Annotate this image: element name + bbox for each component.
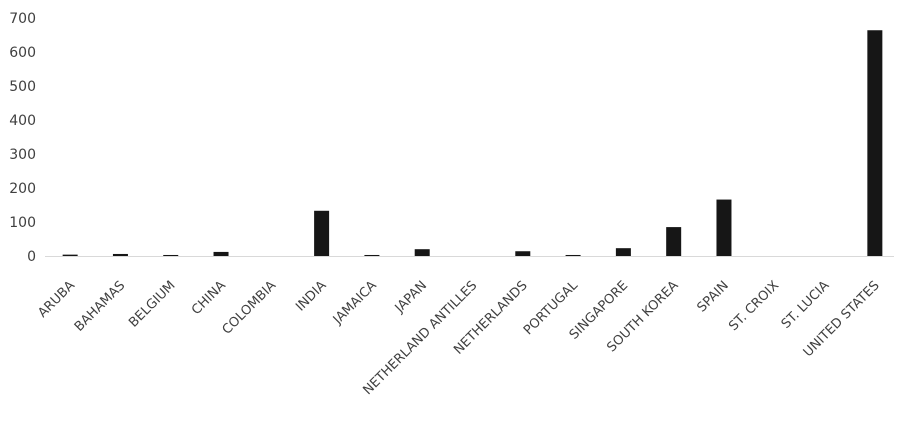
bar xyxy=(364,254,380,256)
x-tick-label: BELGIUM xyxy=(126,278,178,330)
bar xyxy=(515,251,531,256)
x-tick-label: JAPAN xyxy=(392,278,430,316)
bar xyxy=(163,254,179,256)
bar xyxy=(213,251,229,256)
y-tick-label: 500 xyxy=(9,79,36,95)
bar xyxy=(314,210,330,256)
x-tick-label: ARUBA xyxy=(35,278,78,321)
x-tick-label: CHINA xyxy=(189,278,229,318)
y-tick-label: 700 xyxy=(9,11,36,27)
x-tick-label: ST. CROIX xyxy=(726,278,782,334)
bar xyxy=(716,199,732,256)
y-tick-label: 100 xyxy=(9,215,36,231)
x-tick-label: BAHAMAS xyxy=(72,278,128,334)
bar xyxy=(615,248,631,256)
y-axis: 0 100 200 300 400 500 600 700 xyxy=(9,11,36,265)
y-tick-label: 0 xyxy=(27,249,36,265)
x-tick-label: COLOMBIA xyxy=(220,278,280,338)
bar xyxy=(112,253,128,256)
bar xyxy=(565,254,581,256)
x-tick-label: ST. LUCIA xyxy=(779,278,833,332)
bar xyxy=(666,227,682,256)
y-tick-label: 600 xyxy=(9,45,36,61)
x-tick-label: INDIA xyxy=(293,278,329,314)
y-tick-label: 200 xyxy=(9,181,36,197)
x-tick-label: JAMAICA xyxy=(330,278,380,328)
y-tick-label: 300 xyxy=(9,147,36,163)
x-tick-label: SPAIN xyxy=(695,278,732,315)
y-tick-label: 400 xyxy=(9,113,36,129)
bar xyxy=(62,254,78,256)
bar xyxy=(867,30,883,256)
bar xyxy=(414,249,430,256)
bar-series xyxy=(62,30,883,256)
